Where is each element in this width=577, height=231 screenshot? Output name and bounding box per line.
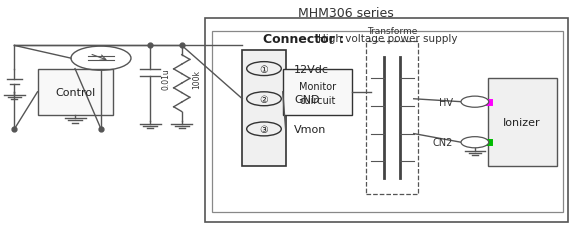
Text: ①: ① [260, 64, 268, 74]
Bar [212, 32, 563, 213]
Bar [366, 42, 418, 194]
Text: CN2: CN2 [433, 138, 453, 148]
Text: ②: ② [260, 94, 268, 104]
Text: Ionizer: Ionizer [503, 117, 541, 128]
Text: cuircuit: cuircuit [299, 95, 336, 106]
Bar [205, 18, 568, 222]
Circle shape [461, 137, 489, 148]
Text: Control: Control [55, 87, 95, 97]
Bar [38, 69, 113, 116]
Bar [283, 69, 352, 116]
Text: 12Vdc: 12Vdc [294, 64, 329, 74]
Text: Vmon: Vmon [294, 124, 327, 134]
Circle shape [461, 97, 489, 108]
Text: Connector :: Connector : [263, 33, 344, 46]
Bar [488, 79, 557, 166]
Text: HV: HV [439, 97, 453, 107]
Text: Transforme: Transforme [367, 27, 418, 36]
Text: GND: GND [294, 94, 320, 104]
Text: ③: ③ [260, 124, 268, 134]
Text: 0.01u: 0.01u [162, 68, 171, 90]
Text: MHM306 series: MHM306 series [298, 7, 394, 20]
Bar [242, 51, 286, 166]
Text: Monitor: Monitor [299, 82, 336, 92]
Text: High voltage power supply: High voltage power supply [318, 33, 458, 43]
Text: 100k: 100k [192, 70, 201, 88]
